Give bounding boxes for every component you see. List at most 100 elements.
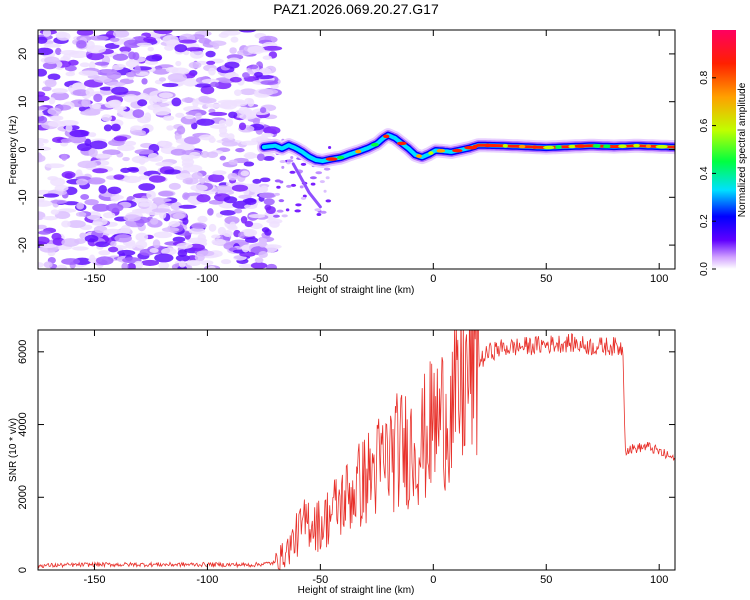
noise-blob (50, 91, 70, 101)
noise-blob (247, 45, 265, 54)
noise-blob (98, 185, 107, 194)
noise-blob (239, 113, 256, 120)
noise-blob (108, 246, 119, 253)
noise-blob (230, 36, 239, 43)
noise-blob (224, 61, 240, 69)
y-tick-label: 10 (17, 96, 29, 108)
x-tick-label: 0 (430, 273, 436, 285)
noise-blob (238, 106, 250, 115)
noise-blob (108, 139, 125, 147)
noise-blob (132, 109, 145, 118)
noise-blob (298, 169, 304, 173)
noise-blob (167, 73, 187, 83)
noise-blob (152, 68, 170, 75)
noise-blob (319, 180, 325, 184)
x-tick-label: 50 (540, 273, 552, 285)
noise-blob (228, 159, 238, 165)
ridge-hotspot (483, 143, 492, 148)
x-tick-label: -100 (196, 574, 218, 586)
noise-blob (178, 204, 197, 209)
noise-blob (189, 151, 201, 159)
noise-blob (166, 125, 174, 131)
noise-blob (222, 230, 233, 238)
noise-blob (174, 44, 188, 53)
noise-blob (178, 260, 186, 268)
noise-blob (209, 124, 228, 129)
noise-blob (279, 160, 286, 164)
noise-blob (182, 217, 189, 225)
ridge-hotspot (452, 148, 463, 153)
noise-blob (164, 169, 181, 175)
noise-blob (208, 111, 228, 117)
noise-blob (123, 214, 141, 222)
noise-blob (241, 244, 250, 253)
noise-blob (172, 236, 186, 243)
noise-blob (50, 209, 59, 215)
noise-blob (152, 239, 161, 249)
noise-blob (176, 242, 193, 249)
noise-blob (43, 193, 60, 198)
noise-blob (235, 147, 245, 153)
y-tick-label: 4000 (17, 412, 29, 436)
noise-blob (299, 185, 304, 189)
noise-blob (192, 99, 199, 108)
noise-blob (262, 45, 283, 51)
noise-blob (158, 77, 167, 82)
noise-blob (106, 71, 122, 80)
noise-blob (315, 171, 323, 175)
noise-blob (38, 153, 43, 162)
noise-blob (61, 258, 81, 265)
noise-blob (259, 192, 277, 199)
noise-blob (107, 186, 122, 195)
noise-blob (47, 120, 66, 127)
noise-blob (240, 216, 248, 224)
noise-blob (105, 203, 124, 213)
noise-blob (61, 238, 80, 247)
noise-blob (110, 196, 120, 202)
noise-blob (196, 118, 215, 126)
ridge-hotspot (531, 145, 538, 149)
noise-blob (170, 201, 182, 211)
noise-blob (150, 217, 159, 225)
colorbar-tick-label: 0.6 (699, 118, 710, 132)
noise-blob (217, 99, 237, 105)
noise-blob (128, 51, 136, 60)
noise-blob (133, 260, 144, 269)
noise-blob (252, 178, 262, 184)
noise-blob (270, 84, 279, 89)
ridge-hotspot (396, 141, 407, 146)
noise-blob (92, 203, 110, 212)
noise-blob (135, 232, 149, 242)
noise-blob (269, 220, 280, 228)
noise-blob (194, 83, 212, 88)
x-tick-label: 100 (650, 574, 668, 586)
noise-blob (86, 40, 95, 50)
noise-blob (110, 240, 117, 247)
noise-blob (38, 68, 47, 77)
noise-blob (38, 36, 48, 44)
x-tick-label: 50 (540, 574, 552, 586)
noise-blob (185, 47, 205, 52)
noise-blob (210, 81, 219, 88)
noise-blob (76, 202, 85, 210)
noise-blob (316, 212, 322, 216)
noise-blob (126, 262, 136, 269)
noise-blob (211, 234, 221, 239)
noise-blob (114, 234, 132, 243)
noise-blob (266, 263, 277, 269)
noise-blob (149, 247, 159, 253)
noise-blob (205, 103, 223, 108)
noise-blob (147, 104, 161, 111)
noise-blob (81, 98, 91, 108)
noise-blob (106, 81, 126, 87)
noise-blob (132, 197, 150, 203)
noise-blob (44, 78, 57, 88)
ridge-hotspot (518, 144, 526, 149)
noise-blob (158, 190, 174, 197)
colorbar-ticks: 0.0 0.2 0.4 0.6 0.8 (699, 70, 716, 276)
noise-blob (186, 259, 201, 266)
noise-blob (123, 39, 142, 49)
noise-blob (223, 196, 238, 204)
noise-blob (78, 70, 99, 77)
x-tick-label: 100 (650, 273, 668, 285)
